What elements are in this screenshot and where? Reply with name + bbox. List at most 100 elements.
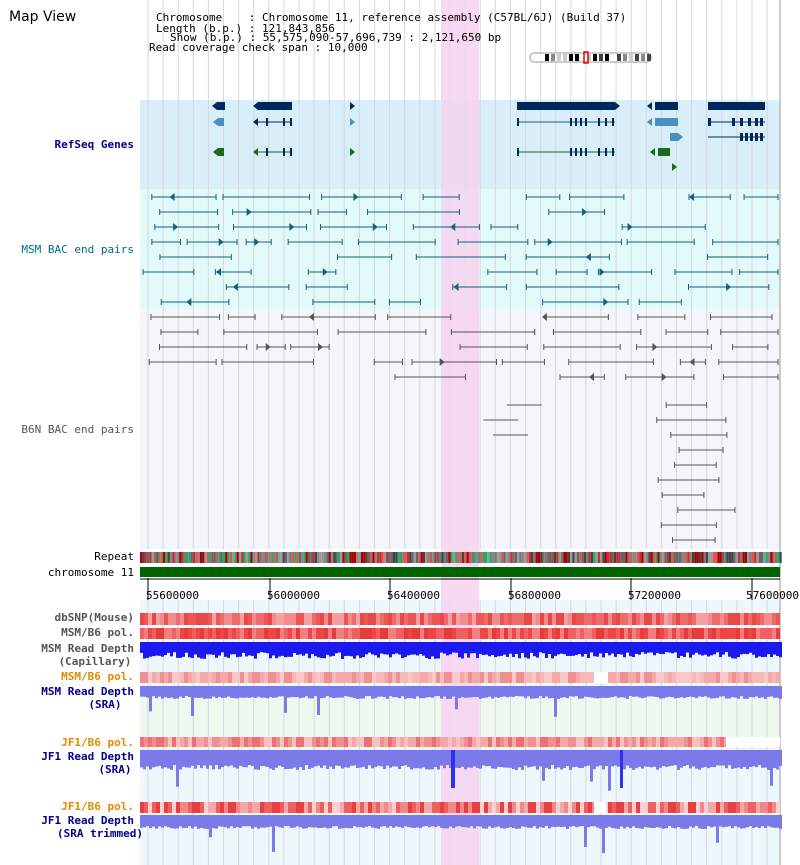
depth-bar: [677, 815, 680, 828]
track-cell: [316, 628, 320, 639]
track-cell: [360, 737, 364, 747]
track-label-msm-depth-cap[interactable]: MSM Read Depth: [41, 642, 134, 655]
depth-bar: [482, 750, 485, 766]
track-cell: [400, 737, 404, 747]
track-cell: [348, 672, 352, 683]
depth-bar: [458, 815, 461, 827]
track-cell: [468, 737, 472, 747]
track-cell: [308, 737, 312, 747]
track-cell: [675, 552, 679, 563]
depth-bar: [332, 750, 335, 770]
depth-bar: [605, 750, 608, 767]
depth-bar: [704, 642, 707, 655]
depth-bar: [509, 815, 512, 828]
track-cell: [480, 613, 484, 625]
track-label-b6n-bac[interactable]: B6N BAC end pairs: [21, 423, 134, 436]
depth-bar: [155, 686, 158, 699]
depth-bar: [179, 686, 182, 697]
depth-bar: [161, 642, 164, 657]
track-label-dbsnp[interactable]: dbSNP(Mouse): [54, 611, 134, 624]
track-label-msm-b6-pol-2[interactable]: MSM/B6 pol.: [61, 670, 134, 683]
depth-bar: [278, 815, 281, 828]
track-cell: [280, 802, 284, 813]
track-cell: [348, 613, 352, 625]
track-label-msm-bac[interactable]: MSM BAC end pairs: [21, 243, 134, 256]
ideogram-band: [635, 54, 639, 61]
depth-bar: [407, 815, 410, 828]
track-cell: [288, 613, 292, 625]
track-label-jf1-depth-trim[interactable]: JF1 Read Depth: [41, 814, 134, 827]
depth-bar: [179, 750, 182, 770]
depth-bar: [410, 750, 413, 770]
depth-bar: [533, 815, 536, 827]
depth-bar: [503, 750, 506, 768]
depth-bar: [476, 642, 479, 659]
track-cell: [372, 802, 376, 813]
track-label-msm-b6-pol-1[interactable]: MSM/B6 pol.: [61, 626, 134, 639]
track-cell: [340, 552, 343, 563]
depth-bar: [752, 642, 755, 655]
track-cell: [337, 552, 341, 563]
depth-bar: [290, 642, 293, 657]
depth-bar: [365, 815, 368, 827]
track-cell: [368, 628, 372, 639]
depth-bar: [722, 642, 725, 655]
track-cell: [708, 628, 712, 639]
track-label-repeat[interactable]: Repeat: [94, 550, 134, 563]
strand-arrow: [453, 283, 459, 291]
depth-bar: [770, 750, 773, 786]
depth-bar: [584, 642, 587, 655]
depth-bar: [479, 750, 482, 769]
depth-bar: [575, 642, 578, 655]
depth-bar: [452, 815, 455, 829]
depth-bar: [647, 642, 650, 653]
depth-bar: [545, 642, 548, 659]
track-cell: [524, 737, 528, 747]
track-cell: [404, 613, 408, 625]
strand-arrow: [350, 102, 355, 110]
track-cell: [660, 613, 664, 625]
track-label-refseq[interactable]: RefSeq Genes: [54, 138, 134, 151]
depth-bar: [449, 642, 452, 655]
strand-arrow: [615, 102, 620, 110]
track-cell: [464, 552, 467, 563]
depth-bar: [536, 815, 539, 829]
depth-bar: [497, 750, 500, 767]
track-cell: [156, 628, 160, 639]
track-cell: [196, 613, 200, 625]
depth-bar: [485, 686, 488, 698]
depth-bar: [728, 686, 731, 699]
track-label-msm-depth-sra[interactable]: MSM Read Depth: [41, 685, 134, 698]
depth-bar: [374, 815, 377, 829]
depth-bar: [659, 750, 662, 768]
gene-block: [517, 148, 519, 156]
strand-arrow: [599, 268, 605, 276]
track-cell: [264, 552, 267, 563]
track-cell: [552, 613, 556, 625]
track-cell: [256, 802, 260, 813]
track-cell: [360, 672, 364, 683]
track-cell: [156, 552, 159, 563]
track-cell: [268, 552, 272, 563]
track-label-jf1-depth-sra[interactable]: JF1 Read Depth: [41, 750, 134, 763]
track-cell: [673, 552, 676, 563]
track-cell: [280, 613, 284, 625]
depth-bar: [419, 642, 422, 655]
track-cell: [264, 737, 268, 747]
gene-block: [605, 118, 607, 126]
track-cell: [464, 613, 468, 625]
depth-bar: [413, 642, 416, 655]
depth-bar: [158, 750, 161, 766]
track-cell: [708, 802, 712, 813]
track-cell: [245, 552, 249, 563]
track-cell: [196, 672, 200, 683]
track-cell: [308, 802, 312, 813]
track-cell: [303, 552, 306, 563]
depth-bar: [362, 815, 365, 828]
track-label-jf1-b6-pol-2[interactable]: JF1/B6 pol.: [61, 800, 134, 813]
track-cell: [496, 672, 500, 683]
track-cell: [624, 672, 628, 683]
track-label-jf1-b6-pol-1[interactable]: JF1/B6 pol.: [61, 736, 134, 749]
track-cell: [584, 613, 588, 625]
